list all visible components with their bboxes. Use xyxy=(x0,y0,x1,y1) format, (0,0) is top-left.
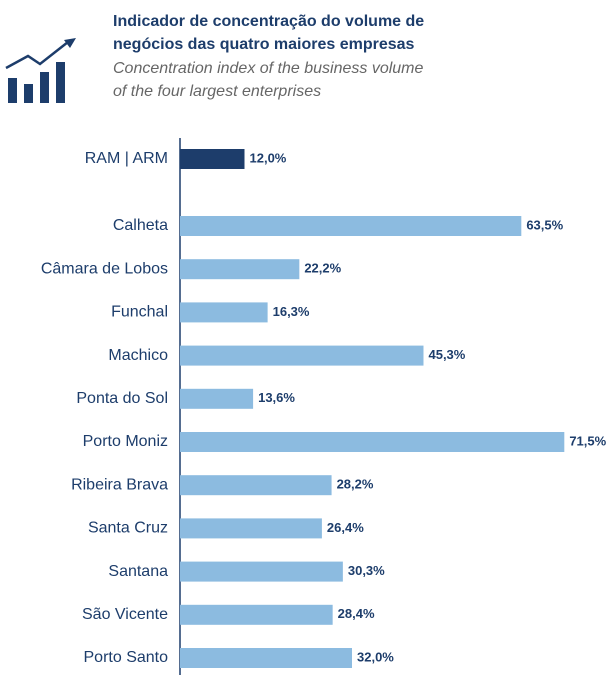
category-label: Machico xyxy=(108,347,168,364)
value-label: 71,5% xyxy=(569,433,606,448)
bar xyxy=(180,388,254,409)
bar xyxy=(180,475,332,496)
category-label: Santa Cruz xyxy=(88,520,168,537)
bar xyxy=(180,259,300,280)
value-label: 12,0% xyxy=(250,150,287,165)
title: negócios das quatro maiores empresas xyxy=(113,36,415,53)
value-label: 63,5% xyxy=(526,217,563,232)
subtitle: of the four largest enterprises xyxy=(113,83,321,100)
bar xyxy=(180,518,322,539)
category-label: Câmara de Lobos xyxy=(41,260,168,277)
category-label: Santana xyxy=(108,563,168,580)
bar xyxy=(180,432,565,452)
category-label: Calheta xyxy=(113,217,168,234)
subtitle: Concentration index of the business volu… xyxy=(113,60,424,77)
category-label: Porto Moniz xyxy=(83,433,168,450)
bar xyxy=(180,561,343,582)
category-label: RAM | ARM xyxy=(85,150,168,167)
value-label: 26,4% xyxy=(327,520,364,535)
value-label: 16,3% xyxy=(273,304,310,319)
value-label: 13,6% xyxy=(258,390,295,405)
title: Indicador de concentração do volume de xyxy=(113,13,424,30)
bar xyxy=(180,302,268,323)
value-label: 45,3% xyxy=(428,347,465,362)
value-label: 22,2% xyxy=(304,261,341,276)
category-label: Funchal xyxy=(111,304,168,321)
category-label: Porto Santo xyxy=(84,649,169,666)
category-label: São Vicente xyxy=(82,606,168,623)
bar xyxy=(180,216,522,236)
category-label: Ribeira Brava xyxy=(71,476,168,493)
icon xyxy=(5,38,76,103)
bar xyxy=(180,345,424,366)
bar xyxy=(180,149,245,169)
bar xyxy=(180,648,352,668)
value-label: 28,2% xyxy=(337,477,374,492)
value-label: 28,4% xyxy=(338,606,375,621)
category-label: Ponta do Sol xyxy=(76,390,168,407)
bar xyxy=(180,604,333,625)
value-label: 30,3% xyxy=(348,563,385,578)
value-label: 32,0% xyxy=(357,649,394,664)
